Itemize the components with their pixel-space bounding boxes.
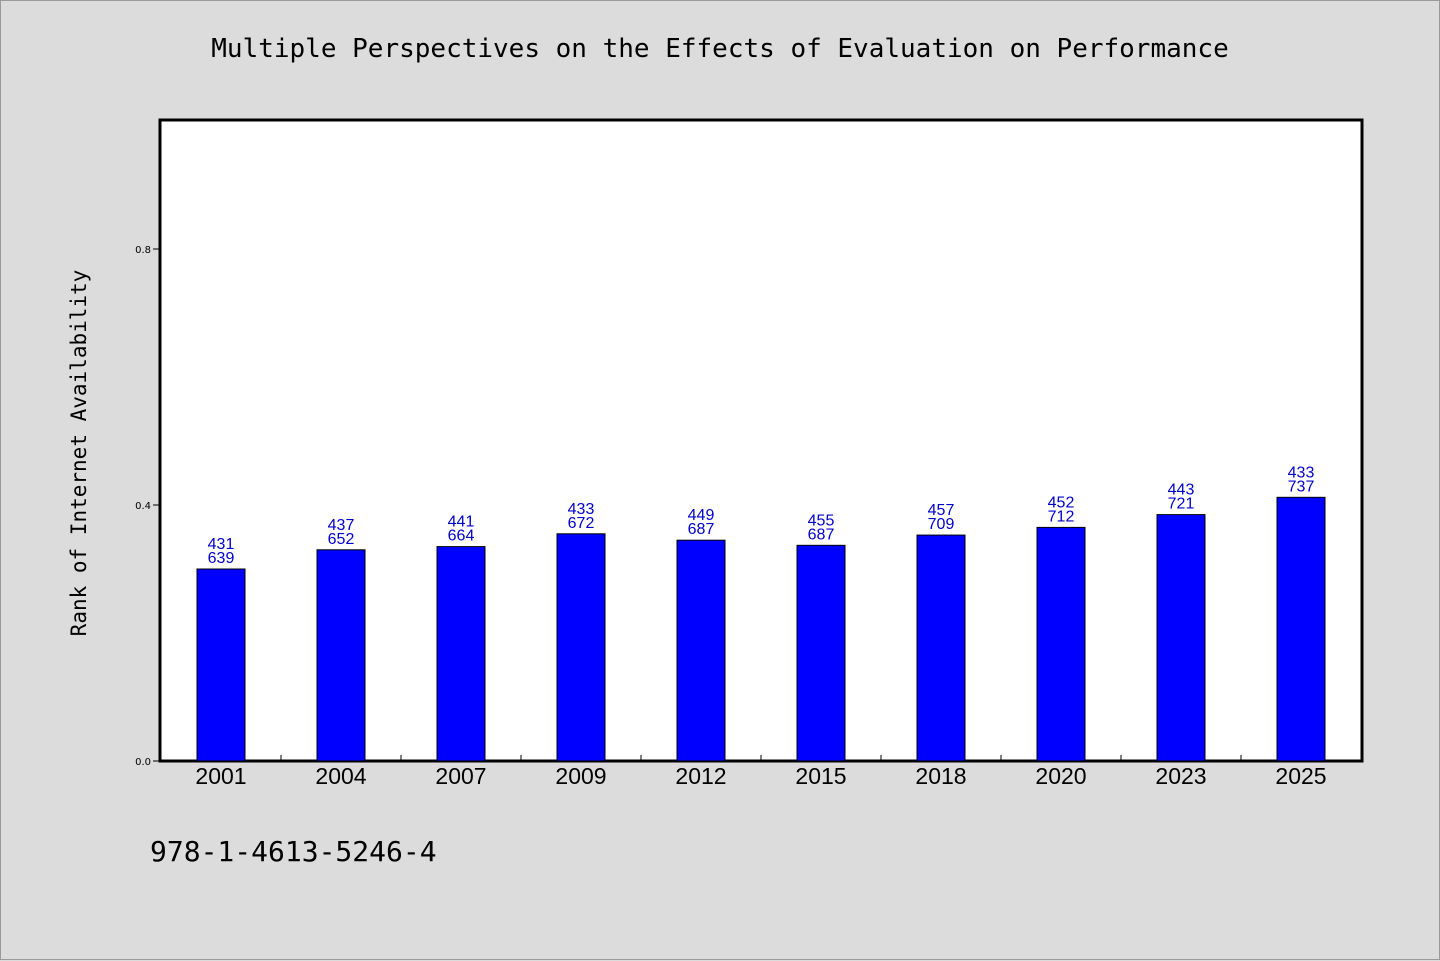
data-label: 441 xyxy=(448,514,475,531)
data-label: 709 xyxy=(928,516,955,533)
isbn-text: 978-1-4613-5246-4 xyxy=(150,835,437,868)
bar xyxy=(436,546,486,762)
data-label: 452 xyxy=(1048,494,1075,511)
data-label: 721 xyxy=(1168,496,1195,513)
bar xyxy=(1036,526,1086,762)
x-axis: 2001 2004 2007 2009 2012 2015 2018 2020 2023 2025 xyxy=(195,755,1327,789)
y-tick-label: 0.4 xyxy=(135,501,151,512)
bar xyxy=(676,539,726,762)
x-tick-label: 2018 xyxy=(915,763,966,789)
data-label: 712 xyxy=(1048,508,1075,525)
data-label: 652 xyxy=(328,531,355,548)
data-label: 672 xyxy=(568,515,595,532)
data-label: 431 xyxy=(208,536,235,553)
data-label: 455 xyxy=(808,512,835,529)
bar xyxy=(316,549,366,762)
bar xyxy=(1156,514,1206,762)
x-tick-label: 2025 xyxy=(1275,763,1326,789)
x-tick-label: 2009 xyxy=(555,763,606,789)
y-axis: 0.0 0.4 0.8 xyxy=(135,245,161,768)
bar xyxy=(796,544,846,762)
data-label: 687 xyxy=(688,521,715,538)
data-label: 664 xyxy=(448,528,475,545)
data-label: 737 xyxy=(1288,478,1315,495)
chart-title: Multiple Perspectives on the Effects of … xyxy=(211,34,1229,64)
y-tick-label: 0.8 xyxy=(135,245,151,256)
x-tick-label: 2015 xyxy=(795,763,846,789)
bar xyxy=(916,534,966,762)
bar xyxy=(1276,496,1326,762)
data-label: 443 xyxy=(1168,482,1195,499)
data-label: 457 xyxy=(928,502,955,519)
data-label: 687 xyxy=(808,526,835,543)
bar xyxy=(556,533,606,762)
x-tick-label: 2023 xyxy=(1155,763,1206,789)
y-tick-label: 0.0 xyxy=(135,757,151,768)
x-tick-label: 2020 xyxy=(1035,763,1086,789)
bar xyxy=(196,568,246,762)
data-label: 433 xyxy=(568,501,595,518)
data-label: 449 xyxy=(688,507,715,524)
x-tick-label: 2012 xyxy=(675,763,726,789)
data-label: 639 xyxy=(208,550,235,567)
x-tick-label: 2001 xyxy=(195,763,246,789)
bars-group xyxy=(196,496,1326,762)
x-tick-label: 2004 xyxy=(315,763,366,789)
x-tick-label: 2007 xyxy=(435,763,486,789)
data-label: 433 xyxy=(1288,464,1315,481)
data-label: 437 xyxy=(328,517,355,534)
